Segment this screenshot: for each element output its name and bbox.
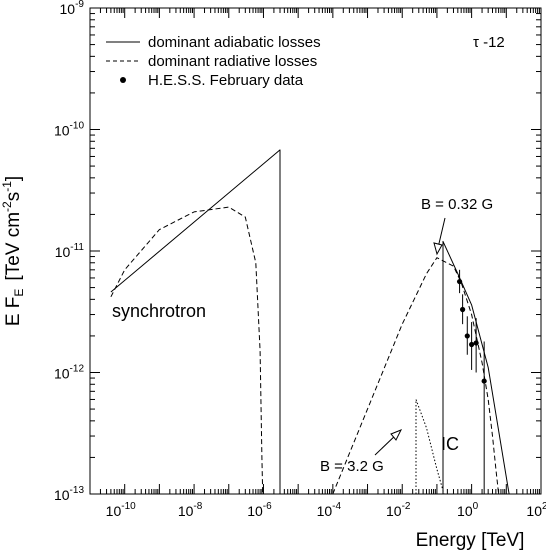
b-low-label: B = 3.2 G	[320, 458, 384, 475]
tau-label: τ -12	[473, 34, 505, 51]
y-tick-label-base: 10	[55, 244, 71, 260]
y-tick-label: 10-9	[60, 0, 85, 17]
y-tick-label-base: 10	[54, 487, 70, 503]
x-tick-label-exp: -2	[402, 501, 411, 512]
b-high-arrow	[433, 217, 446, 256]
x-axis-label: Energy [TeV]	[416, 530, 525, 551]
synchrotron-label: synchrotron	[112, 301, 206, 321]
y-axis-label-unit: [TeV cm	[3, 212, 24, 281]
y-tick-label-exp: -10	[70, 121, 85, 132]
data-point	[460, 306, 466, 313]
curves-layer	[110, 149, 510, 495]
x-tick-label: 10-8	[178, 501, 203, 519]
b-low-arrow	[374, 429, 403, 456]
x-tick-label-exp: 0	[473, 501, 479, 512]
y-tick-label: 10-12	[54, 364, 84, 382]
data-points-layer	[456, 269, 487, 494]
axis-ticks	[89, 7, 542, 495]
data-point	[469, 341, 475, 348]
x-tick-label: 100	[457, 501, 479, 519]
x-tick-label-base: 10	[106, 503, 122, 519]
y-tick-label-base: 10	[54, 366, 70, 382]
data-point	[464, 333, 470, 339]
x-tick-label: 102	[526, 501, 546, 519]
y-tick-label-exp: -9	[75, 0, 84, 10]
x-tick-label: 10-4	[317, 501, 342, 519]
legend-label-adiabatic: dominant adiabatic losses	[148, 34, 321, 51]
y-tick-label-exp: -11	[70, 242, 84, 253]
x-tick-label-exp: -10	[121, 501, 136, 512]
x-tick-label-base: 10	[178, 503, 194, 519]
b-high-arrow-head	[433, 242, 443, 256]
x-tick-label-base: 10	[317, 503, 333, 519]
y-tick-label: 10-13	[54, 485, 84, 503]
y-tick-label-base: 10	[54, 123, 70, 139]
x-tick-label-exp: 2	[542, 501, 546, 512]
b-high-label: B = 0.32 G	[421, 196, 493, 213]
b-low-arrow-head	[390, 429, 403, 441]
legend-label-radiative: dominant radiative losses	[148, 53, 317, 70]
legend-marker-dot	[120, 77, 126, 83]
data-point	[456, 278, 463, 285]
curve-solid-0-1	[442, 240, 510, 495]
y-tick-label: 10-11	[55, 242, 85, 260]
y-tick-label-exp: -12	[70, 364, 85, 375]
x-tick-label-base: 10	[247, 503, 263, 519]
x-tick-label-base: 10	[526, 503, 542, 519]
x-tick-label: 10-10	[106, 501, 136, 519]
x-tick-label-exp: -4	[332, 501, 341, 512]
legend: dominant adiabatic losses dominant radia…	[106, 34, 321, 89]
x-tick-label-exp: -6	[263, 501, 272, 512]
curve-solid-0-0	[110, 149, 281, 494]
data-point	[481, 378, 487, 384]
x-tick-labels: 10-10 10-8 10-6 10-4 10-2 100 102	[106, 501, 546, 519]
y-axis-label: E FE [TeV cm-2s-1]	[0, 176, 26, 326]
y-axis-label-base: E F	[3, 297, 24, 327]
x-tick-label-base: 10	[386, 503, 402, 519]
curve-dotted-2-0	[415, 399, 445, 495]
y-axis-label-sub: E	[12, 289, 26, 297]
y-axis-label-s: s	[3, 192, 24, 202]
x-tick-label-exp: -8	[193, 501, 202, 512]
y-tick-label-base: 10	[60, 1, 76, 17]
curve-dashed-1-1	[332, 257, 500, 495]
data-point	[473, 340, 479, 346]
x-tick-label: 10-6	[247, 501, 272, 519]
y-axis-label-close: ]	[3, 176, 24, 181]
legend-label-hess: H.E.S.S. February data	[148, 72, 304, 89]
x-tick-label-base: 10	[457, 503, 473, 519]
ic-label: IC	[441, 434, 459, 454]
curve-dashed-1-0	[110, 206, 264, 495]
y-axis-label-exp1: -2	[0, 201, 14, 212]
y-axis-label-exp2: -1	[0, 181, 14, 192]
y-tick-label-exp: -13	[70, 485, 85, 496]
x-tick-label: 10-2	[386, 501, 411, 519]
y-tick-label: 10-10	[54, 121, 84, 139]
